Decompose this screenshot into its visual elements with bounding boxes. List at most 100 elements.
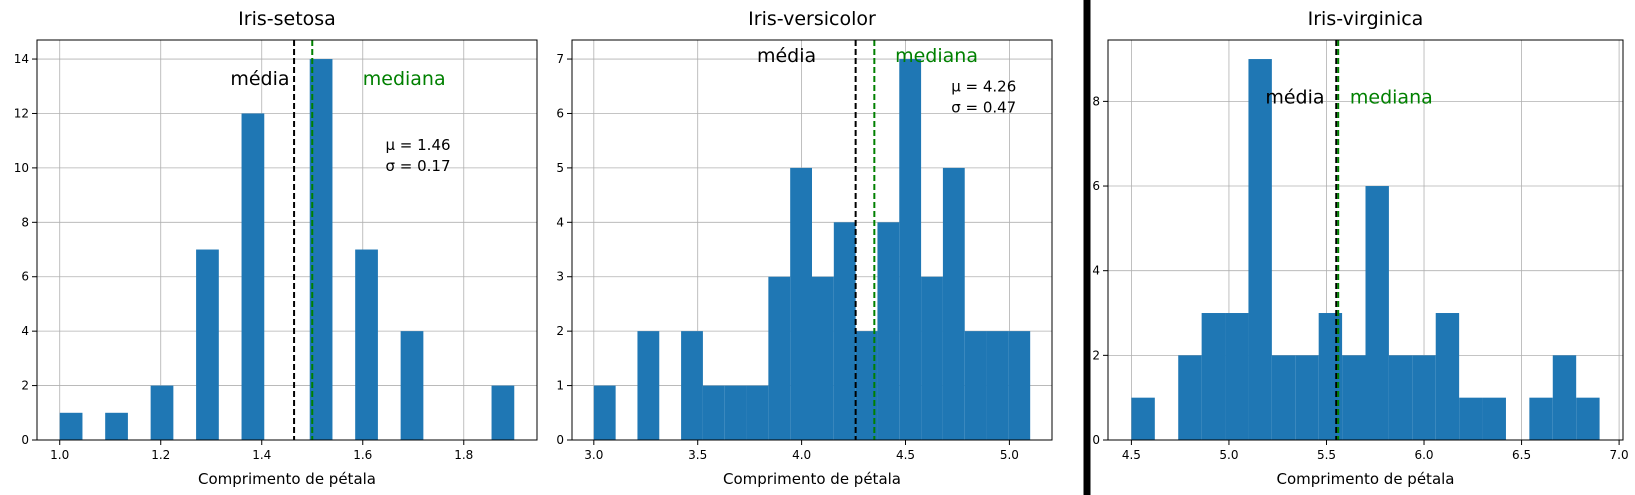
- histogram-bar: [1248, 59, 1272, 441]
- histogram-bar: [1529, 397, 1553, 440]
- y-tick-label: 4: [556, 215, 564, 229]
- x-tick-label: 1.8: [454, 448, 473, 462]
- x-tick-label: 6.0: [1414, 448, 1433, 462]
- histogram-bar: [593, 385, 616, 440]
- x-axis-label: Comprimento de pétala: [723, 470, 901, 488]
- histogram-bar: [309, 59, 333, 441]
- histogram-bar: [812, 276, 834, 440]
- histogram-bar: [637, 331, 660, 440]
- y-tick-label: 4: [21, 324, 29, 338]
- x-tick-label: 5.0: [1000, 448, 1019, 462]
- stats-annotation: σ = 0.17: [385, 157, 450, 175]
- y-tick-label: 7: [556, 52, 564, 66]
- histogram-bar: [491, 385, 515, 440]
- median-annotation: mediana: [1350, 86, 1433, 108]
- x-tick-label: 3.5: [688, 448, 707, 462]
- y-tick-label: 10: [14, 161, 29, 175]
- stats-annotation: μ = 4.26: [951, 78, 1016, 96]
- chart-panel: 1.0 1.2 1.4 1.6 1.8 0 2 4 6 8 10 12 14 Iris-setosa Com…: [14, 8, 538, 488]
- chart-title: Iris-virginica: [1308, 8, 1424, 30]
- histogram-bar: [833, 222, 856, 440]
- chart-panel: 4.5 5.0 5.5 6.0 6.5 7.0 0 2 4 6 8 Iris-virginica Com…: [1092, 8, 1628, 488]
- x-tick-label: 5.0: [1219, 448, 1238, 462]
- histogram-bar: [681, 331, 703, 440]
- x-tick-label: 1.4: [252, 448, 271, 462]
- y-tick-label: 0: [556, 433, 564, 447]
- histogram-bar: [241, 113, 265, 440]
- axes-frame: [1107, 39, 1624, 441]
- median-annotation: mediana: [895, 45, 978, 67]
- histogram-bar: [1295, 355, 1319, 440]
- chart-title: Iris-setosa: [238, 8, 336, 30]
- y-tick-label: 8: [1092, 94, 1100, 108]
- histogram-bar: [59, 412, 83, 440]
- histogram-bar: [1435, 313, 1460, 440]
- x-tick-label: 1.6: [353, 448, 372, 462]
- y-tick-label: 12: [14, 106, 29, 120]
- histogram-bar: [1318, 313, 1343, 440]
- y-tick-label: 2: [21, 379, 29, 393]
- histogram-bar: [1459, 397, 1483, 440]
- axes-frame: [36, 39, 538, 441]
- histogram-bar: [724, 385, 747, 440]
- mean-annotation: média: [230, 68, 289, 90]
- histogram-bar: [1225, 313, 1249, 440]
- histogram-bar: [105, 412, 128, 440]
- y-tick-label: 6: [21, 270, 29, 284]
- y-tick-label: 2: [556, 324, 564, 338]
- y-tick-label: 0: [1092, 433, 1100, 447]
- x-axis-label: Comprimento de pétala: [1277, 470, 1455, 488]
- y-tick-label: 2: [1092, 348, 1100, 362]
- histogram-bar: [1552, 355, 1577, 440]
- stats-annotation: σ = 0.47: [951, 99, 1016, 117]
- histogram-bar: [1388, 355, 1413, 440]
- x-tick-label: 3.0: [584, 448, 603, 462]
- histogram-bar: [150, 385, 174, 440]
- histogram-bar: [964, 331, 987, 440]
- median-annotation: mediana: [363, 68, 446, 90]
- histogram-bar: [400, 331, 424, 440]
- histogram-bar: [1482, 397, 1506, 440]
- histogram-bar: [877, 222, 900, 440]
- y-tick-label: 8: [21, 215, 29, 229]
- histogram-bar: [1365, 186, 1389, 440]
- mean-annotation: média: [757, 45, 816, 67]
- y-tick-label: 1: [556, 379, 564, 393]
- x-tick-label: 4.5: [896, 448, 915, 462]
- chart-title: Iris-versicolor: [748, 8, 876, 30]
- x-tick-label: 4.0: [792, 448, 811, 462]
- x-tick-label: 6.5: [1512, 448, 1531, 462]
- histogram-bar: [702, 385, 725, 440]
- histogram-bar: [921, 276, 943, 440]
- histogram-bar: [1412, 355, 1436, 440]
- mean-annotation: média: [1265, 86, 1324, 108]
- x-axis-label: Comprimento de pétala: [198, 470, 376, 488]
- x-tick-label: 1.0: [50, 448, 69, 462]
- axes-frame: [571, 39, 1053, 441]
- histogram-bar: [790, 167, 812, 440]
- histogram-bar: [899, 59, 922, 441]
- y-tick-label: 4: [1092, 264, 1100, 278]
- x-tick-label: 4.5: [1122, 448, 1141, 462]
- chart-panel: 3.0 3.5 4.0 4.5 5.0 0 1 2 3 4 5 6 7 Iris-versicolor Co…: [556, 8, 1053, 488]
- histogram-bar: [768, 276, 791, 440]
- y-tick-label: 5: [556, 161, 564, 175]
- y-tick-label: 3: [556, 270, 564, 284]
- y-tick-label: 14: [14, 52, 29, 66]
- histogram-bar: [1178, 355, 1202, 440]
- histogram-bar: [942, 167, 965, 440]
- stats-annotation: μ = 1.46: [385, 136, 450, 154]
- histogram-bar: [1131, 397, 1155, 440]
- histogram-bar: [1008, 331, 1031, 440]
- y-tick-label: 6: [1092, 179, 1100, 193]
- histogram-bar: [196, 249, 219, 440]
- histogram-bar: [1342, 355, 1366, 440]
- histogram-bar: [986, 331, 1009, 440]
- histogram-bar: [1201, 313, 1226, 440]
- x-tick-label: 7.0: [1610, 448, 1629, 462]
- y-tick-label: 6: [556, 106, 564, 120]
- x-tick-label: 1.2: [151, 448, 170, 462]
- histogram-bar: [855, 331, 878, 440]
